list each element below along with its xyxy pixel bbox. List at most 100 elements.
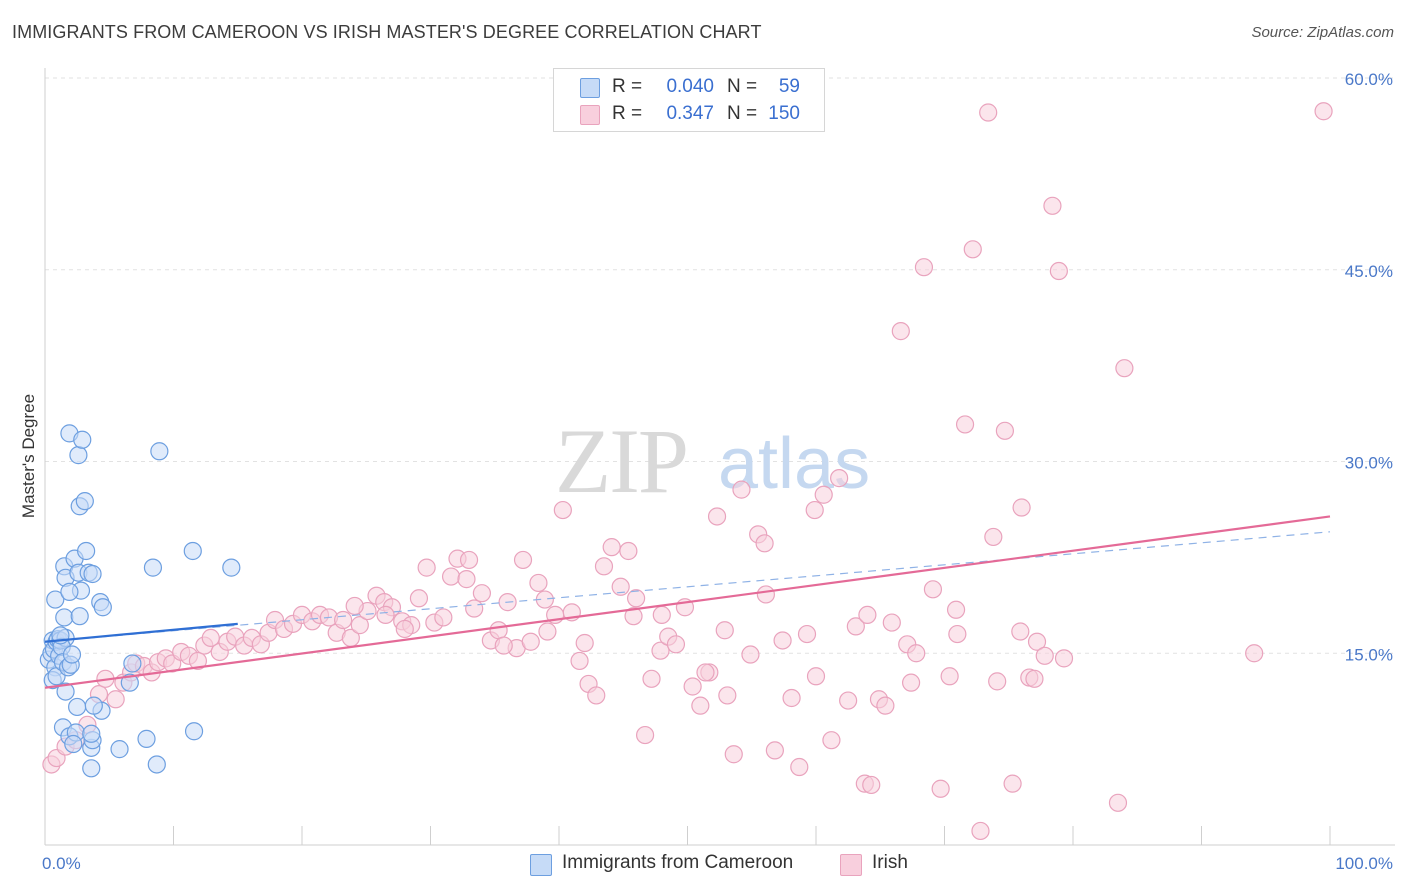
bottom-legend-label: Irish	[872, 852, 908, 873]
cameroon-point	[120, 673, 139, 692]
legend-r-value: 0.347	[666, 103, 714, 124]
irish-point	[1011, 622, 1030, 641]
y-tick-label: 30.0%	[1345, 454, 1393, 473]
irish-point	[1108, 793, 1128, 812]
axes	[44, 68, 1395, 846]
irish-point	[732, 480, 751, 499]
irish-point	[988, 672, 1007, 691]
irish-point	[755, 534, 774, 553]
irish-point	[594, 557, 614, 576]
legend-n-label: N =	[727, 103, 758, 124]
cameroon-point	[143, 558, 163, 577]
cameroon-point	[137, 729, 156, 748]
irish-point	[529, 573, 548, 593]
irish-point	[521, 632, 540, 651]
irish-point	[513, 550, 533, 570]
cameroon-point	[70, 607, 89, 626]
irish-point	[907, 644, 926, 663]
bottom-legend-label: Immigrants from Cameroon	[562, 852, 794, 873]
irish-point	[940, 667, 959, 686]
irish-point	[652, 605, 671, 625]
irish-point	[891, 322, 910, 341]
cameroon-point	[147, 755, 166, 774]
irish-point	[839, 691, 858, 710]
cameroon-point	[69, 446, 88, 465]
irish-point	[914, 258, 934, 277]
irish-point	[1035, 646, 1054, 665]
irish-point	[806, 667, 826, 686]
irish-point	[822, 731, 841, 750]
cameroon-point	[84, 696, 103, 715]
irish-point	[635, 725, 655, 745]
irish-point	[724, 745, 743, 764]
x-tick-label: 100.0%	[1335, 854, 1393, 873]
cameroon-point	[222, 558, 241, 577]
irish-trendline	[44, 515, 1331, 689]
irish-point	[718, 686, 737, 705]
legend-n-value: 59	[778, 76, 800, 97]
cameroon-point	[123, 654, 142, 673]
cameroon-points	[39, 424, 241, 778]
cameroon-point	[62, 645, 82, 664]
y-tick-label: 60.0%	[1345, 70, 1393, 89]
irish-point	[553, 500, 572, 520]
cameroon-trendline-extended	[44, 531, 1331, 643]
cameroon-point	[150, 442, 169, 461]
bottom-legend-swatch-pink	[840, 854, 862, 876]
cameroon-point	[82, 759, 101, 778]
irish-point	[624, 607, 643, 626]
x-tick-label: 0.0%	[42, 854, 81, 873]
irish-point	[587, 686, 606, 705]
irish-point	[642, 669, 661, 688]
irish-point	[666, 635, 686, 654]
irish-point	[790, 757, 809, 777]
irish-point	[963, 240, 982, 259]
legend-row-irish: R = 0.347 N = 150	[554, 102, 824, 128]
trendlines	[44, 515, 1331, 689]
irish-point	[395, 619, 414, 639]
chart-title: IMMIGRANTS FROM CAMEROON VS IRISH MASTER…	[12, 22, 762, 42]
irish-point	[1027, 632, 1047, 651]
irish-point	[683, 677, 702, 696]
y-axis-label: Master's Degree	[19, 394, 38, 518]
irish-point	[948, 624, 967, 644]
irish-point	[602, 538, 621, 557]
cameroon-point	[83, 564, 102, 584]
bottom-legend-swatch-blue	[530, 854, 552, 876]
legend-swatch-pink	[580, 105, 600, 125]
irish-point	[882, 613, 901, 632]
irish-point	[1314, 102, 1333, 121]
irish-point	[1003, 774, 1022, 793]
irish-point	[494, 636, 513, 655]
irish-point	[862, 775, 881, 795]
irish-point	[434, 608, 453, 627]
irish-point	[830, 469, 849, 488]
legend-r-label: R =	[612, 76, 643, 97]
irish-point	[489, 621, 508, 640]
irish-point	[626, 589, 646, 608]
correlation-legend: R = 0.040 N = 59 R = 0.347 N = 150	[553, 68, 825, 132]
cameroon-point	[46, 590, 65, 609]
irish-point	[1115, 359, 1134, 378]
irish-point	[538, 622, 557, 641]
irish-point	[955, 415, 975, 434]
irish-point	[1025, 669, 1044, 688]
irish-point	[858, 605, 877, 625]
cameroon-point	[64, 734, 83, 754]
cameroon-point	[77, 541, 96, 561]
legend-r-value: 0.040	[666, 76, 714, 97]
irish-point	[756, 585, 775, 604]
irish-point	[814, 485, 833, 504]
tick-labels: 15.0% 30.0% 45.0% 60.0% 0.0% 100.0%	[42, 70, 1393, 873]
irish-point	[1054, 649, 1074, 668]
cameroon-point	[183, 541, 202, 561]
cameroon-trendline	[44, 622, 238, 643]
irish-point	[441, 567, 461, 586]
irish-points	[42, 102, 1333, 841]
cameroon-point	[82, 724, 101, 743]
legend-swatch-blue	[580, 78, 600, 98]
irish-point	[350, 616, 369, 635]
cameroon-point	[110, 740, 129, 759]
irish-point	[715, 621, 734, 640]
